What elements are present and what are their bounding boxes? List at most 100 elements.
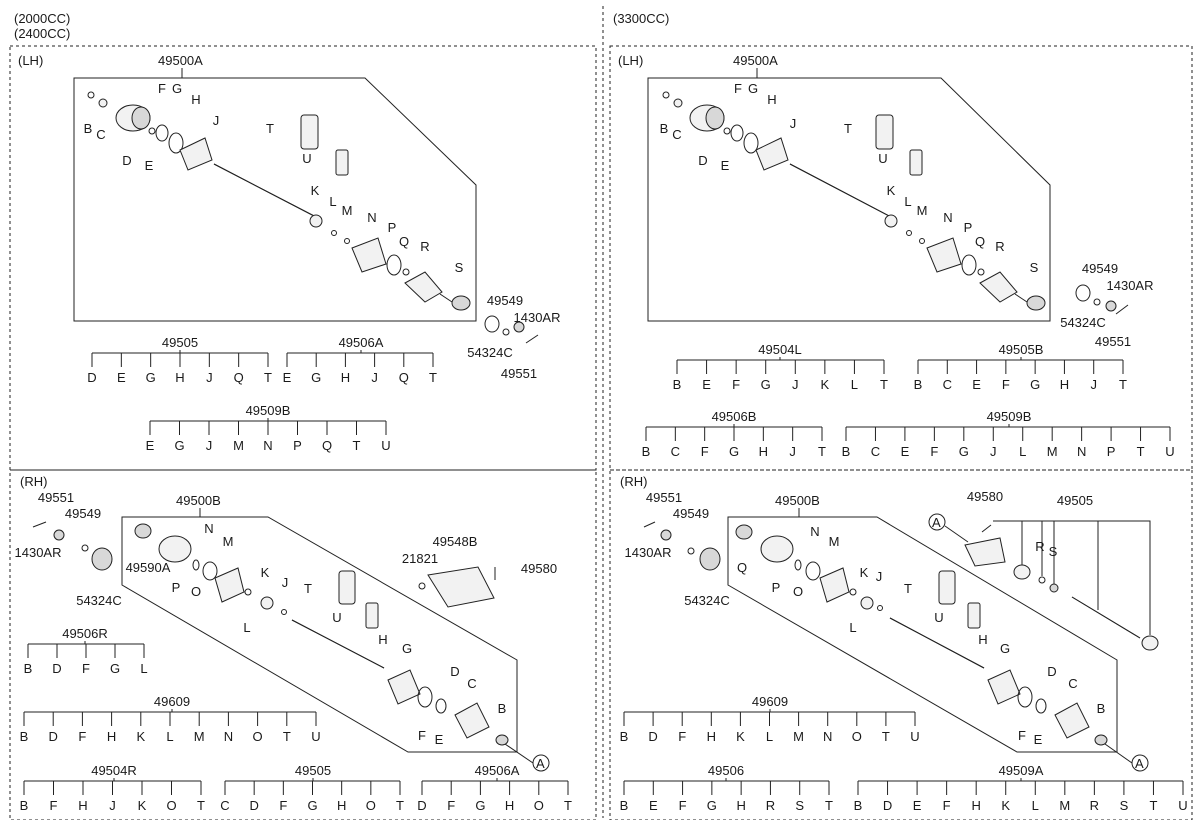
kit-leaf: U xyxy=(1165,444,1174,459)
kit-leaf: T xyxy=(264,370,272,385)
kit-code: 49506A xyxy=(339,335,384,350)
kit-leaf: T xyxy=(197,798,205,813)
callout-label: T xyxy=(266,121,274,136)
kit-leaf: J xyxy=(206,370,213,385)
callout-label: D xyxy=(1047,664,1056,679)
kit-leaf: L xyxy=(766,729,773,744)
kit-leaf: G xyxy=(707,798,717,813)
kit-leaf: D xyxy=(87,370,96,385)
kit-leaf: G xyxy=(110,661,120,676)
kit-leaf: T xyxy=(1137,444,1145,459)
kit-leaf: F xyxy=(930,444,938,459)
section-frames xyxy=(9,6,1193,820)
kit-leaf: R xyxy=(1090,798,1099,813)
kit-leaf: E xyxy=(283,370,292,385)
kit-leaf: H xyxy=(971,798,980,813)
kit-leaf: D xyxy=(883,798,892,813)
callout-label: B xyxy=(84,121,93,136)
callout-label: 1430AR xyxy=(1107,278,1154,293)
callout-label: 54324C xyxy=(1060,315,1106,330)
callout-label: F xyxy=(418,728,426,743)
engine-label-2400cc: (2400CC) xyxy=(14,26,70,41)
callout-label: N xyxy=(943,210,952,225)
kit-tree: 49609 B D F H K L M N O T U xyxy=(620,694,920,744)
callout-label: C xyxy=(467,676,476,691)
kit-leaf: G xyxy=(475,798,485,813)
assembly-codes: 49500A 49500A 49500B 49500B xyxy=(158,53,820,517)
callout-label: T xyxy=(844,121,852,136)
kit-leaf: G xyxy=(307,798,317,813)
callout-label: 54324C xyxy=(76,593,122,608)
kit-tree: 49506B B C F G H J T xyxy=(642,409,826,459)
kit-leaf: H xyxy=(707,729,716,744)
callout-label: M xyxy=(223,534,234,549)
kit-leaf: K xyxy=(138,798,147,813)
kit-leaf: T xyxy=(818,444,826,459)
kit-leaf: O xyxy=(253,729,263,744)
kit-code: 49504L xyxy=(758,342,801,357)
kit-leaf: R xyxy=(766,798,775,813)
kit-code: 49609 xyxy=(752,694,788,709)
kit-leaf: B xyxy=(914,377,923,392)
callout-label: G xyxy=(1000,641,1010,656)
kit-leaf: E xyxy=(702,377,711,392)
callout-label: 49551 xyxy=(646,490,682,505)
callout-label: N xyxy=(204,521,213,536)
kit-leaf: O xyxy=(534,798,544,813)
kit-leaf: F xyxy=(679,798,687,813)
kit-leaf: G xyxy=(146,370,156,385)
callout-label: 49551 xyxy=(1095,334,1131,349)
drive-shaft-lh-2000 xyxy=(87,91,539,344)
callout-label: 49590A xyxy=(126,560,171,575)
kit-leaf: Q xyxy=(399,370,409,385)
callout-label: J xyxy=(282,575,289,590)
callout-label: R xyxy=(420,239,429,254)
kit-tree: 49506A D F G H O T xyxy=(417,763,572,813)
callout-label: P xyxy=(964,220,973,235)
kit-leaf: F xyxy=(701,444,709,459)
callout-label: U xyxy=(934,610,943,625)
callout-label: S xyxy=(1049,544,1058,559)
kit-tree: 49506 B E F G H R S T xyxy=(620,763,833,813)
kit-leaf: O xyxy=(166,798,176,813)
kit-leaf: B xyxy=(620,798,629,813)
kit-leaf: P xyxy=(293,438,302,453)
kit-leaf: C xyxy=(220,798,229,813)
kit-leaf: D xyxy=(52,661,61,676)
callout-label: N xyxy=(367,210,376,225)
kit-leaf: F xyxy=(678,729,686,744)
kit-code: 49506B xyxy=(712,409,757,424)
kit-leaf: U xyxy=(311,729,320,744)
callout-label: 54324C xyxy=(467,345,513,360)
kit-tree: 49509B E G J M N P Q T U xyxy=(146,403,391,453)
callout-label: K xyxy=(261,565,270,580)
callout-label: U xyxy=(878,151,887,166)
callout-label: Q xyxy=(737,560,747,575)
kit-leaf: L xyxy=(140,661,147,676)
kit-leaf: H xyxy=(341,370,350,385)
kit-tree: 49509B B C E F G J L M N P T U xyxy=(842,409,1175,459)
callout-label: H xyxy=(978,632,987,647)
reference-mark-a-2: A xyxy=(1135,756,1144,771)
reference-marks: A A A xyxy=(504,513,1149,772)
kit-leaf: J xyxy=(109,798,116,813)
callout-label: S xyxy=(1030,260,1039,275)
kit-leaf: B xyxy=(854,798,863,813)
callout-label: U xyxy=(332,610,341,625)
callout-label: D xyxy=(450,664,459,679)
kit-leaf: N xyxy=(823,729,832,744)
kit-leaf: T xyxy=(564,798,572,813)
kit-leaf: E xyxy=(972,377,981,392)
callout-label: E xyxy=(1034,732,1043,747)
kit-tree: 49505 D E G H J Q T xyxy=(87,335,272,385)
callout-label: K xyxy=(311,183,320,198)
callout-label: J xyxy=(213,113,220,128)
callout-label: O xyxy=(793,584,803,599)
callout-label: C xyxy=(1068,676,1077,691)
callout-label: 49551 xyxy=(38,490,74,505)
kit-tree: 49504L B E F G J K L T xyxy=(673,342,888,392)
kit-tree: 49505 C D F G H O T xyxy=(220,763,404,813)
kit-leaf: K xyxy=(736,729,745,744)
